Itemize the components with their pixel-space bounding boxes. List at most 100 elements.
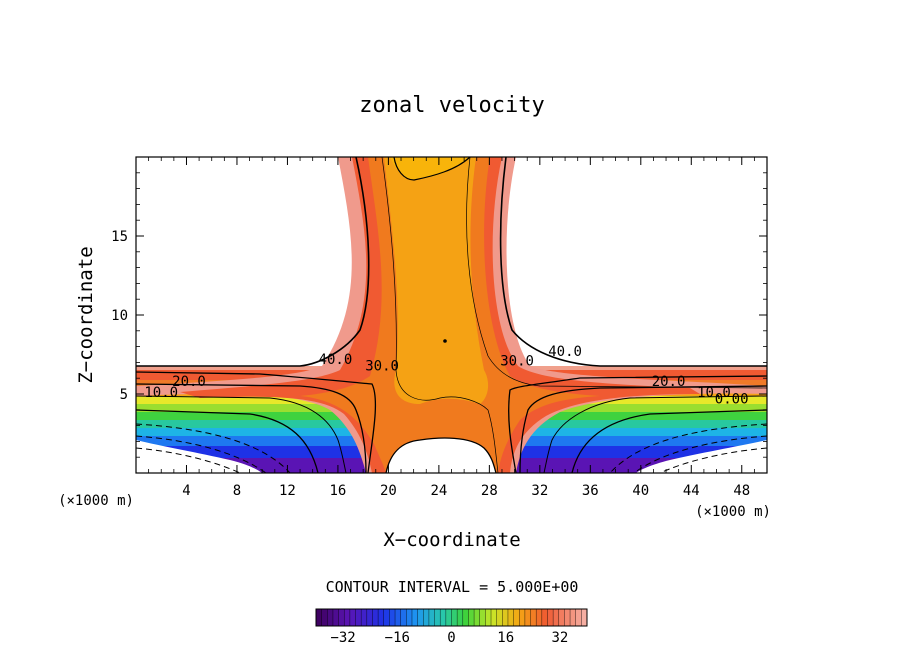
x-axis: 4 8 12 16 20 24 28 32 36 40 44 48: [148, 157, 755, 499]
contour-line-40-right: [499, 157, 767, 367]
contour-interval-text: CONTOUR INTERVAL = 5.000E+00: [326, 578, 579, 596]
x-tick-label: 4: [182, 483, 190, 499]
colorbar-tick-label: −32: [330, 630, 355, 646]
contour-label: 30.0: [365, 358, 399, 374]
contour-line-30-left: [136, 371, 377, 473]
chart-title: zonal velocity: [359, 93, 544, 118]
contour-line-20-left: [136, 383, 367, 473]
colorbar-cell: [530, 609, 537, 626]
x-tick-label: 36: [582, 483, 599, 499]
contour-line-10-right: [543, 395, 767, 473]
colorbar: [315, 608, 588, 627]
colorbar-cell: [519, 609, 526, 626]
x-tick-label: 28: [481, 483, 498, 499]
x-tick-label: 16: [329, 483, 346, 499]
colorbar-cell: [423, 609, 430, 626]
cutout-center-bottom: [386, 438, 496, 473]
colorbar-cell: [581, 609, 588, 626]
cutout-left-lower: [136, 440, 262, 473]
colorbar-tick-label: 16: [497, 630, 514, 646]
colorbar-cell: [428, 609, 435, 626]
y-tick-label: 5: [120, 387, 128, 403]
colorbar-cell: [440, 609, 447, 626]
colorbar-cell: [558, 609, 565, 626]
colorbar-cell: [553, 609, 560, 626]
x-tick-label: 32: [531, 483, 548, 499]
x-unit-right: (×1000 m): [695, 504, 771, 520]
colorbar-cell: [378, 609, 385, 626]
colorbar-cell: [474, 609, 481, 626]
colorbar-cell: [355, 609, 362, 626]
contour-line-20-right: [519, 385, 767, 473]
colorbar-cell: [406, 609, 413, 626]
colorbar-tick-label: 32: [551, 630, 568, 646]
contour-line-30-right: [508, 375, 767, 473]
contour-label: 10.0: [697, 385, 731, 401]
colorbar-cell: [502, 609, 509, 626]
colorbar-cell: [457, 609, 464, 626]
contour-line-10-left: [136, 395, 347, 473]
contour-line-neg-right-1: [609, 423, 767, 473]
colorbar-tick-label: −16: [385, 630, 410, 646]
contour-line-neg-left-1: [136, 423, 291, 473]
y-tick-label: 10: [111, 308, 128, 324]
colorbar-cell: [389, 609, 396, 626]
x-tick-label: 44: [683, 483, 700, 499]
contour-label: 20.0: [172, 374, 206, 390]
colorbar-cell: [321, 609, 328, 626]
contour-label: 40.0: [319, 352, 353, 368]
x-tick-label: 20: [380, 483, 397, 499]
colorbar-cell: [400, 609, 407, 626]
x-unit-left: (×1000 m): [58, 493, 134, 509]
colorbar-cell: [316, 609, 323, 626]
colorbar-cell: [541, 609, 548, 626]
colorbar-cell: [547, 609, 554, 626]
colorbar-cell: [332, 609, 339, 626]
colorbar-cell: [338, 609, 345, 626]
colorbar-cell: [570, 609, 577, 626]
contour-label: 40.0: [548, 344, 582, 360]
colorbar-cell: [372, 609, 379, 626]
colorbar-cell: [536, 609, 543, 626]
colorbar-frame: [315, 608, 588, 627]
colorbar-cell: [361, 609, 368, 626]
x-tick-label: 24: [430, 483, 447, 499]
contour-label: 30.0: [500, 354, 534, 370]
x-tick-label: 8: [233, 483, 241, 499]
jet-core: [384, 157, 489, 404]
contour-label: 10.0: [144, 385, 178, 401]
colorbar-cell: [496, 609, 503, 626]
colorbar-cell: [564, 609, 571, 626]
colorbar-cell: [468, 609, 475, 626]
y-tick-label: 15: [111, 229, 128, 245]
colorbar-cell: [485, 609, 492, 626]
colorbar-cell: [344, 609, 351, 626]
x-tick-label: 12: [279, 483, 296, 499]
contour-field: [136, 157, 767, 473]
contour-line-neg-left-3: [136, 447, 241, 473]
colorbar-cell: [417, 609, 424, 626]
contour-line-neg-left-2: [136, 435, 267, 473]
colorbar-cell: [411, 609, 419, 626]
contour-label: 20.0: [652, 374, 686, 390]
colorbar-cell: [575, 609, 582, 626]
contour-line-0-right: [571, 409, 767, 473]
y-axis-label: Z−coordinate: [75, 246, 97, 383]
y-axis: 5 10 15: [111, 172, 767, 458]
cutout-right-lower: [636, 440, 767, 473]
x-tick-label: 48: [733, 483, 750, 499]
contour-labels: 40.0 30.0 30.040.020.010.020.010.00.00: [144, 344, 748, 407]
contour-label: 0.00: [715, 391, 749, 407]
colorbar-cell: [327, 609, 334, 626]
contour-line-center-bottom: [385, 437, 497, 473]
colorbar-cell: [366, 609, 373, 626]
jet-center-marker: [443, 339, 447, 343]
colorbar-cell: [395, 609, 402, 626]
x-tick-label: 40: [632, 483, 649, 499]
contour-line-0-left: [136, 409, 319, 473]
colorbar-cell: [513, 609, 520, 626]
colorbar-cell: [462, 609, 469, 626]
contour-line-core-top: [393, 157, 471, 181]
colorbar-cell: [445, 609, 452, 626]
